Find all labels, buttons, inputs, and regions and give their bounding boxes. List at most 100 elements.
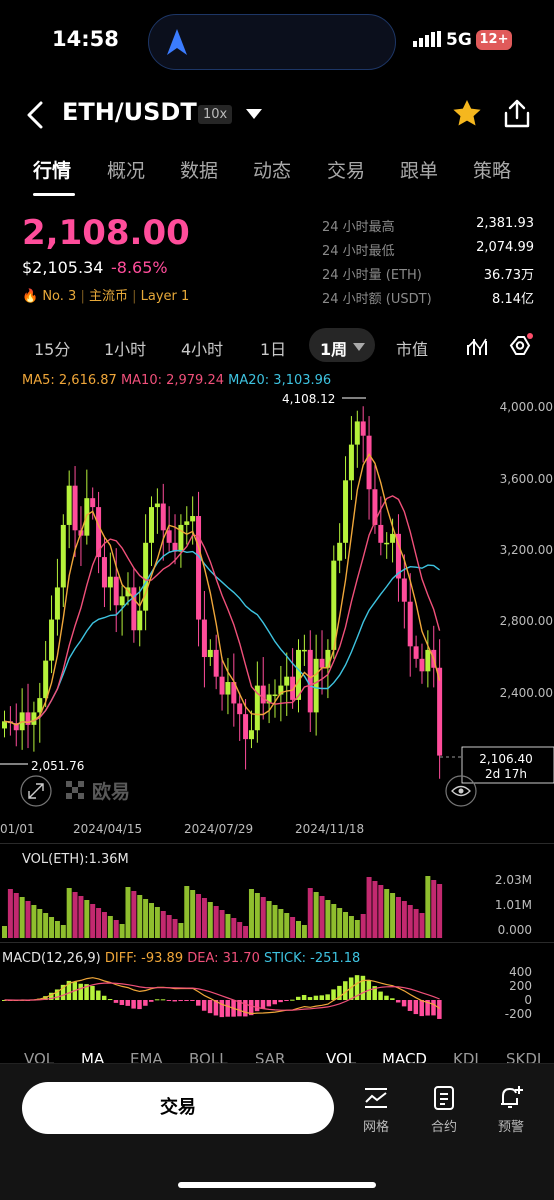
period-15m[interactable]: 15分	[34, 340, 71, 359]
volume-bar	[301, 925, 307, 938]
candle-body	[296, 649, 301, 700]
volume-bar	[119, 924, 125, 938]
trade-button[interactable]: 交易	[22, 1082, 334, 1134]
volume-bar	[131, 891, 137, 938]
candle-body	[60, 524, 66, 588]
period-1h[interactable]: 1小时	[104, 340, 147, 359]
candle-body	[113, 576, 119, 606]
candle-body	[154, 503, 160, 508]
macd-stick: STICK: -251.18	[264, 951, 361, 966]
volume-bar	[360, 914, 366, 938]
volume-bar	[49, 917, 55, 938]
volume-bar	[207, 902, 213, 938]
watermark-text: 欧易	[92, 780, 130, 803]
macd-bar	[113, 1000, 119, 1003]
candle-body	[272, 694, 278, 697]
candlestick-chart[interactable]: 4,000.00 3,600.00 3,200.00 2,800.00 2,40…	[0, 390, 554, 830]
macd-bar	[278, 1000, 283, 1003]
macd-chart[interactable]: 400 200 0 -200	[0, 965, 554, 1027]
candle-body	[178, 524, 184, 552]
candle-body	[284, 676, 290, 686]
volume-bar	[78, 896, 84, 938]
candle-body	[366, 435, 372, 490]
settings-icon[interactable]	[507, 333, 533, 359]
candle-body	[384, 542, 390, 545]
back-icon[interactable]	[26, 101, 44, 129]
volume-bar	[337, 908, 343, 938]
volume-bar	[160, 911, 166, 938]
ma10-value: MA10: 2,979.24	[120, 373, 224, 388]
macd-tick-400: 400	[509, 965, 532, 979]
tab-market[interactable]: 行情	[33, 160, 72, 182]
volume-bar	[172, 919, 178, 938]
candle-body	[143, 542, 149, 611]
volume-bar	[319, 896, 325, 938]
macd-bar	[60, 984, 66, 1000]
chevron-down-icon[interactable]	[353, 343, 365, 351]
volume-bar	[19, 897, 25, 938]
candle-body	[54, 587, 60, 620]
macd-bar	[266, 1000, 272, 1007]
tab-overview[interactable]: 概况	[107, 160, 146, 182]
candle-body	[319, 658, 325, 668]
tab-data[interactable]: 数据	[180, 160, 219, 182]
macd-bar	[143, 1000, 148, 1006]
period-1d[interactable]: 1日	[260, 340, 287, 359]
macd-bar	[119, 1000, 125, 1005]
macd-bar	[207, 1000, 213, 1014]
candle-body	[225, 682, 231, 695]
contract-label: 合约	[430, 1120, 457, 1135]
volume-bar	[325, 900, 331, 938]
coin-tags: 🔥 No. 3 | 主流币 | Layer 1	[22, 289, 190, 304]
contract-button[interactable]: 合约	[419, 1084, 469, 1135]
rank-tag[interactable]: No. 3	[42, 289, 77, 304]
macd-bar	[290, 999, 295, 1001]
period-4h[interactable]: 4小时	[181, 340, 224, 359]
macd-bar	[66, 980, 72, 1000]
candle-body	[425, 649, 431, 672]
macd-bar	[331, 989, 336, 1000]
dynamic-island	[148, 14, 396, 70]
tab-strategy[interactable]: 策略	[473, 160, 512, 182]
volume-chart[interactable]: 2.03M 1.01M 0.000	[0, 870, 554, 940]
volume-bar	[372, 881, 378, 938]
eye-icon[interactable]	[445, 775, 477, 807]
indicator-chart-icon[interactable]	[466, 335, 488, 357]
macd-bar	[401, 1000, 407, 1007]
candle-body	[254, 685, 260, 731]
category-tag[interactable]: 主流币	[88, 289, 128, 304]
layer-tag[interactable]: Layer 1	[140, 289, 190, 304]
stat-label-volume: 24 小时量 (ETH)	[322, 268, 422, 283]
volume-bar	[37, 909, 43, 938]
period-1w[interactable]: 1周	[320, 340, 348, 359]
macd-bar	[390, 998, 395, 1000]
candle-body	[419, 658, 425, 672]
period-market-cap[interactable]: 市值	[396, 340, 429, 359]
tab-trade[interactable]: 交易	[327, 160, 366, 182]
candle-body	[237, 703, 243, 715]
stat-label-high: 24 小时最高	[322, 220, 395, 235]
grid-bot-button[interactable]: 网格	[351, 1084, 401, 1135]
volume-bar	[184, 886, 190, 938]
volume-bar	[96, 908, 102, 938]
macd-bar	[296, 996, 301, 1000]
macd-bar	[96, 990, 101, 1000]
tab-copy-trade[interactable]: 跟单	[400, 160, 439, 182]
volume-bar	[7, 889, 13, 938]
favorite-star-icon[interactable]	[451, 98, 483, 130]
volume-bar	[25, 901, 31, 938]
tab-news[interactable]: 动态	[253, 160, 292, 182]
pair-title[interactable]: ETH/USDT	[62, 98, 197, 126]
candle-body	[437, 667, 443, 756]
macd-bar	[395, 1000, 401, 1003]
countdown-label: 2d 17h	[485, 767, 527, 781]
volume-bar	[43, 913, 49, 938]
candle-body	[90, 498, 96, 508]
volume-bar	[384, 889, 390, 938]
volume-bar	[266, 901, 272, 938]
alert-button[interactable]: 预警	[486, 1084, 536, 1135]
expand-icon[interactable]	[20, 775, 52, 807]
volume-bar	[431, 880, 437, 938]
share-icon[interactable]	[503, 99, 531, 129]
chevron-down-icon[interactable]	[246, 109, 262, 119]
